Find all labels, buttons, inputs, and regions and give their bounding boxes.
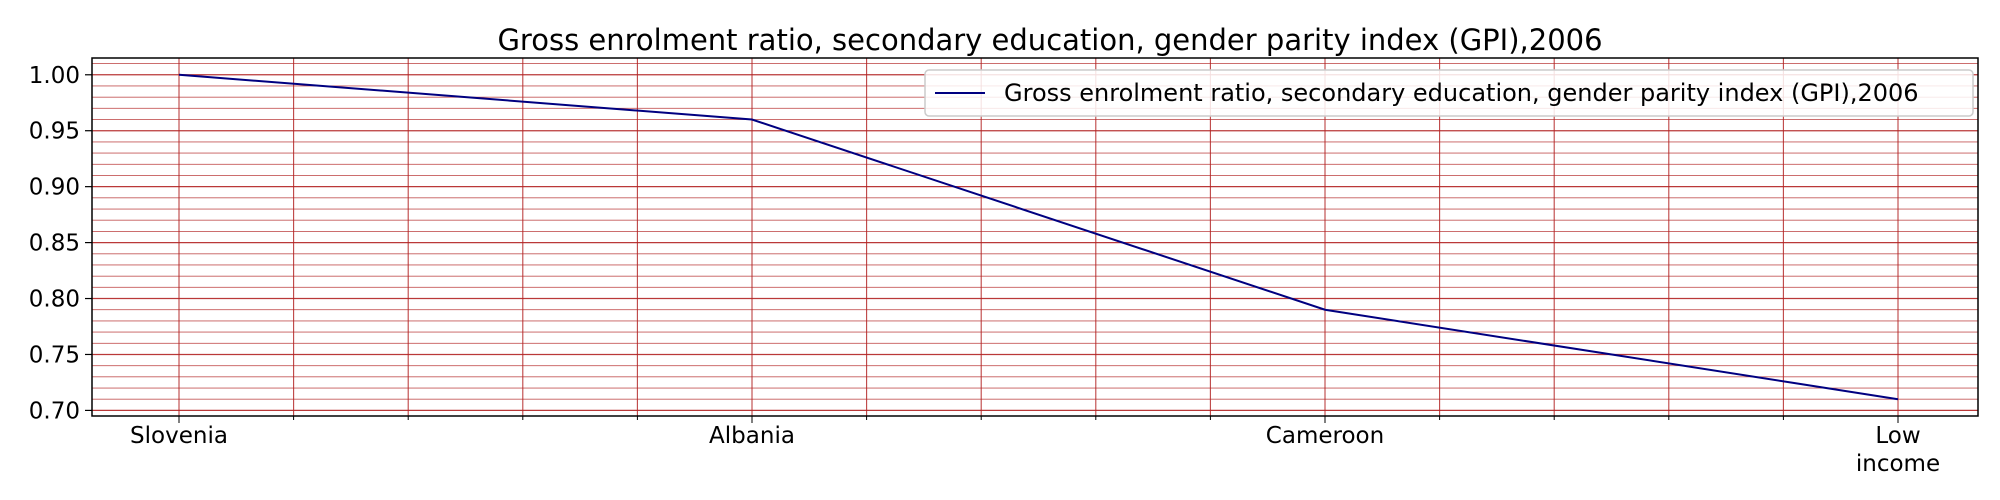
x-tick-label: Slovenia [130, 423, 228, 449]
y-tick-label: 0.70 [29, 398, 80, 424]
y-tick-label: 0.95 [29, 119, 80, 145]
legend-label: Gross enrolment ratio, secondary educati… [1004, 79, 1919, 107]
legend-box [924, 69, 1974, 117]
x-tick-label: Low income [1856, 423, 1940, 477]
axes: 0.70 0.75 0.80 0.85 0.90 0.95 1.00 Slovenia Alba… [29, 57, 1979, 477]
y-tick-label: 0.75 [29, 342, 80, 368]
chart-title: Gross enrolment ratio, secondary educati… [497, 23, 1602, 57]
y-tick-label: 0.80 [29, 287, 80, 313]
y-tick-label: 0.85 [29, 231, 80, 257]
series-line [178, 73, 1899, 401]
legend: Gross enrolment ratio, secondary educati… [924, 69, 1974, 117]
x-tick-label: Cameroon [1266, 423, 1384, 449]
y-tick-label: 1.00 [29, 63, 80, 89]
y-tick-label: 0.90 [29, 175, 80, 201]
plot-frame [91, 57, 1979, 417]
series-layer [178, 73, 1899, 401]
x-tick-label: Albania [709, 423, 795, 449]
